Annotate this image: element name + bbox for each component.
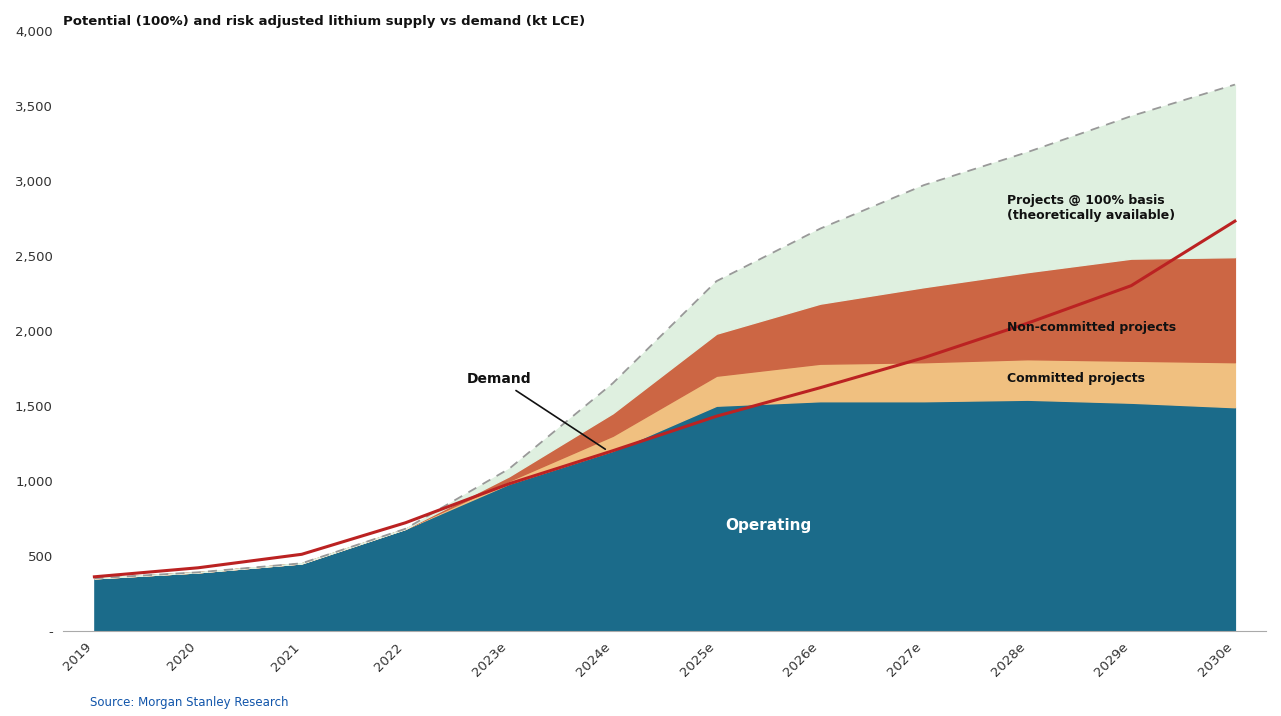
Text: Demand: Demand — [466, 372, 606, 449]
Text: Committed projects: Committed projects — [1007, 372, 1145, 385]
Text: Potential (100%) and risk adjusted lithium supply vs demand (kt LCE): Potential (100%) and risk adjusted lithi… — [63, 15, 585, 28]
Text: Projects @ 100% basis
(theoretically available): Projects @ 100% basis (theoretically ava… — [1007, 193, 1175, 222]
Text: Non-committed projects: Non-committed projects — [1007, 321, 1176, 334]
Text: Source: Morgan Stanley Research: Source: Morgan Stanley Research — [90, 696, 288, 709]
Text: Operating: Operating — [725, 518, 811, 533]
